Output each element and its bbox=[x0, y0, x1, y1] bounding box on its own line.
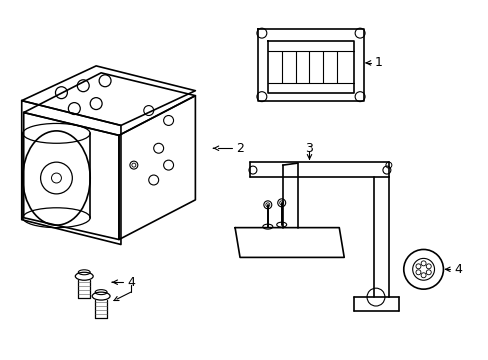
Text: 4: 4 bbox=[127, 276, 135, 289]
Text: 3: 3 bbox=[305, 142, 313, 155]
Text: 4: 4 bbox=[453, 263, 461, 276]
Text: 2: 2 bbox=[236, 142, 244, 155]
Text: 1: 1 bbox=[374, 57, 382, 69]
